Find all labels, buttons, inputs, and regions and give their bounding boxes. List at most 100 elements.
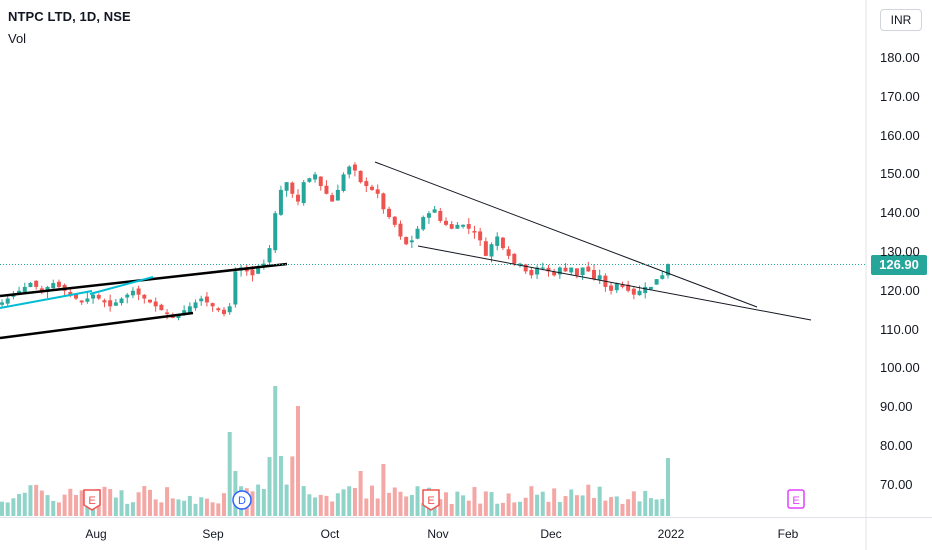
candle-body xyxy=(0,302,4,305)
volume-bar xyxy=(273,386,278,516)
candle-body xyxy=(301,182,306,204)
currency-selector[interactable]: INR xyxy=(880,9,922,31)
candle-body xyxy=(193,302,198,309)
candle-body xyxy=(187,306,192,313)
volume-bar xyxy=(136,492,141,516)
volume-bar xyxy=(204,498,209,516)
candle-body xyxy=(609,285,614,291)
volume-bar xyxy=(648,498,653,516)
candle-body xyxy=(119,298,124,304)
candle-body xyxy=(375,189,380,194)
candle-body xyxy=(199,298,204,302)
volume-bar xyxy=(523,497,528,516)
candle-body xyxy=(483,241,488,256)
volume-bar xyxy=(102,486,107,516)
event-marker-label: E xyxy=(427,495,434,507)
volume-bar xyxy=(341,489,346,516)
volume-bar xyxy=(597,486,602,516)
event-marker-label: E xyxy=(88,495,95,507)
volume-bar xyxy=(210,502,215,516)
volume-bar xyxy=(620,503,625,516)
price-axis-label: 170.00 xyxy=(880,88,920,104)
price-axis-label: 100.00 xyxy=(880,360,920,376)
candle-body xyxy=(136,288,141,295)
volume-bar xyxy=(506,493,511,516)
volume-bar xyxy=(39,490,44,516)
dividend-marker[interactable]: D xyxy=(232,490,252,510)
candle-body xyxy=(478,231,483,241)
candle-body xyxy=(500,237,505,249)
cyan-trend-line-1 xyxy=(0,290,93,309)
candle-body xyxy=(666,264,670,276)
volume-bar xyxy=(392,487,397,516)
candle-body xyxy=(233,271,238,305)
volume-bar xyxy=(250,491,255,516)
volume-bar xyxy=(45,495,50,516)
symbol-title[interactable]: NTPC LTD, 1D, NSE xyxy=(8,9,131,24)
volume-bar xyxy=(199,497,204,516)
candle-body xyxy=(56,281,61,287)
volume-bar xyxy=(552,488,557,516)
candle-body xyxy=(444,220,448,225)
candle-body xyxy=(142,294,147,299)
volume-bar xyxy=(563,496,568,516)
candle-body xyxy=(398,223,403,237)
last-price-badge: 126.90 xyxy=(871,255,927,275)
time-axis-label: Sep xyxy=(202,527,224,541)
volume-indicator-label[interactable]: Vol xyxy=(8,31,27,46)
candle-body xyxy=(153,301,158,307)
earnings-marker[interactable]: E xyxy=(787,489,805,509)
volume-bar xyxy=(284,484,289,516)
candle-body xyxy=(5,298,10,304)
candle-body xyxy=(415,228,420,239)
candle-body xyxy=(79,300,84,303)
volume-bar xyxy=(449,503,454,516)
candle-body xyxy=(626,284,631,291)
volume-bar xyxy=(187,495,192,516)
earnings-marker[interactable]: E xyxy=(422,489,440,511)
candle-body xyxy=(347,166,352,175)
earnings-marker[interactable]: E xyxy=(83,489,101,511)
volume-bar xyxy=(176,499,181,516)
volume-bar xyxy=(0,501,4,516)
candle-body xyxy=(324,185,329,194)
wedge-lower-line xyxy=(417,245,812,321)
candle-body xyxy=(506,249,511,256)
price-axis-label: 80.00 xyxy=(880,438,913,453)
candle-body xyxy=(409,240,414,243)
volume-bar xyxy=(580,495,585,516)
volume-bar xyxy=(56,502,61,516)
volume-bar xyxy=(489,492,494,516)
candle-body xyxy=(557,267,562,275)
price-axis-label: 70.00 xyxy=(880,476,913,492)
volume-bar xyxy=(546,501,551,516)
candle-body xyxy=(102,300,107,303)
candle-body xyxy=(113,302,118,306)
time-axis-label: Aug xyxy=(85,527,107,541)
volume-bar xyxy=(142,486,147,516)
wedge-upper-line xyxy=(374,161,758,308)
volume-bar xyxy=(569,489,574,516)
candle-body xyxy=(637,290,642,296)
candle-body xyxy=(278,189,283,215)
time-axis-label: Feb xyxy=(777,527,799,541)
volume-bar xyxy=(170,498,175,516)
candle-body xyxy=(341,174,346,191)
candle-body xyxy=(68,292,73,295)
candle-body xyxy=(210,303,215,307)
volume-bar xyxy=(478,503,483,516)
candle-body xyxy=(159,304,164,311)
volume-bar xyxy=(398,491,403,516)
candle-body xyxy=(39,288,44,291)
volume-bar xyxy=(540,491,545,516)
volume-bar xyxy=(574,495,579,516)
volume-bar xyxy=(387,492,392,516)
candle-body xyxy=(631,288,636,295)
candle-body xyxy=(296,194,300,202)
volume-bar xyxy=(11,498,16,516)
volume-bar xyxy=(335,493,340,516)
candle-body xyxy=(216,308,221,311)
volume-bar xyxy=(370,485,374,516)
candle-body xyxy=(552,271,557,276)
